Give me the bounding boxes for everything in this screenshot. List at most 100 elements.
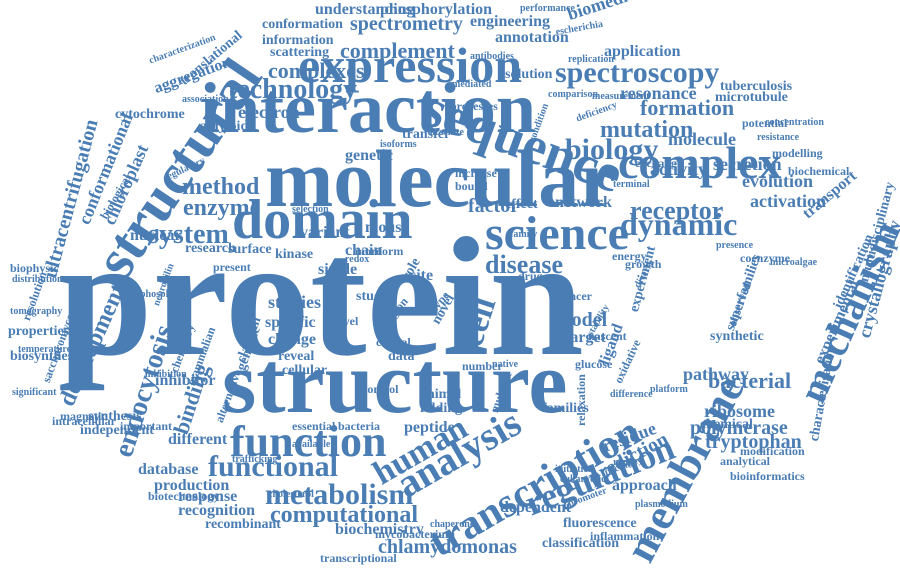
cloud-word: observed [725,280,754,329]
cloud-word: resonance [620,83,697,103]
cloud-word: drug [518,269,543,283]
cloud-word: level [335,314,359,328]
cloud-word: protein [58,203,584,391]
cloud-word: important [120,419,172,433]
cloud-word: modification [740,444,805,458]
cloud-word: electron [238,102,300,122]
cloud-word: activity [650,159,707,179]
cloud-word: expression [298,37,523,93]
cloud-word: redox [345,254,370,265]
cloud-word: tuberculosis [720,79,793,94]
cloud-word: spectrometry [350,13,463,35]
cloud-word: pathway [683,364,750,384]
cloud-word: classification [542,536,619,551]
cloud-word: surface [228,242,272,257]
cloud-word: coenzyme [740,251,790,265]
cloud-word: inhibitor [155,372,216,389]
cloud-word: inflammation [590,529,660,543]
cloud-word: amyloid [200,119,249,134]
cloud-word: technology [228,74,358,105]
cloud-word: nascent [588,329,627,343]
cloud-word: animal [420,387,462,402]
cloud-word: chemical [700,417,753,432]
cloud-word: nuclear [130,227,182,244]
cloud-word: plasmodium [635,499,688,510]
cloud-word: studies [268,292,322,312]
cloud-word: factor [468,195,520,217]
cloud-word: method [182,174,260,200]
cloud-word: inhibition [145,369,187,380]
cloud-word: biosynthesis [10,349,83,364]
cloud-word: relaxation [574,374,588,426]
cloud-word: tomography [10,306,63,317]
cloud-word: energy [612,249,647,263]
cloud-word: cytochrome [115,107,185,122]
cloud-word: biotechnology [148,489,220,503]
cloud-word: production [154,477,230,494]
cloud-word: metabolism [265,478,414,511]
cloud-word: dependent [500,499,572,516]
cloud-word: mutation [600,117,694,143]
cloud-word: ribosome [704,401,775,421]
cloud-word: specific [265,314,316,331]
cloud-word: function [230,417,387,466]
cloud-word: functional [208,450,339,483]
cloud-word: science [485,207,629,260]
cloud-word: processes [450,99,498,113]
cloud-word: biomedicine [564,0,660,25]
cloud-word: cholesterol [268,489,314,500]
cloud-word: phosphorylation [380,1,493,18]
cloud-word: mouse [365,219,409,236]
cloud-word: chain [345,242,383,259]
cloud-word: spectroscopy [555,56,720,89]
cloud-word: computational [270,502,419,528]
cloud-word: magnetic [60,409,107,423]
cloud-word: phosphate [140,289,184,300]
cloud-word: molecular [265,133,616,224]
cloud-word: complement [340,38,455,63]
cloud-word: growth [625,257,662,271]
cloud-word: variant [300,224,350,241]
cloud-word: receptor [630,196,724,225]
cloud-word: selection [292,204,329,215]
cloud-word: effect [505,197,538,212]
cloud-word: more [355,244,382,258]
cloud-word: intracellular [52,414,116,428]
cloud-word: network [555,194,612,211]
cloud-word: model [555,309,608,331]
cloud-word: disease [485,250,563,279]
cloud-word: cancer [558,289,592,303]
cloud-word: formation [640,95,735,120]
cloud-word: microtubule [715,90,788,105]
cloud-word: presence [716,240,754,251]
cloud-word: replication [568,54,614,65]
cloud-word: potential [742,116,788,130]
cloud-word: single [318,261,358,278]
cloud-word: platform [650,384,688,395]
cloud-word: eukaryotic [560,474,606,485]
cloud-word: domain [232,189,413,251]
cloud-word: crystal [376,335,411,349]
cloud-word: performance [520,3,575,14]
cloud-word: response [178,488,238,505]
cloud-word: microalgae [770,257,818,268]
cloud-word: chlamydomonas [378,536,517,558]
cloud-word: information [262,33,334,48]
cloud-word: properties [8,324,70,339]
cloud-word: molecule [668,129,736,149]
cloud-word: secretion [713,154,782,174]
cloud-word: different [168,431,228,448]
cloud-word: dynamic [620,206,738,242]
cloud-word: bioinformatics [730,469,805,483]
cloud-word: change [268,331,316,348]
cloud-word: research [185,241,236,256]
cloud-word: complexes [268,58,365,83]
cloud-word: mycobacterium [375,527,455,541]
cloud-word: bacterial [708,368,792,393]
cloud-word: genetic [345,147,393,164]
cloud-word: approach [612,477,677,494]
cloud-word: activation [750,191,826,211]
cloud-word: transcriptional [320,551,397,565]
cloud-word: system [148,219,229,250]
